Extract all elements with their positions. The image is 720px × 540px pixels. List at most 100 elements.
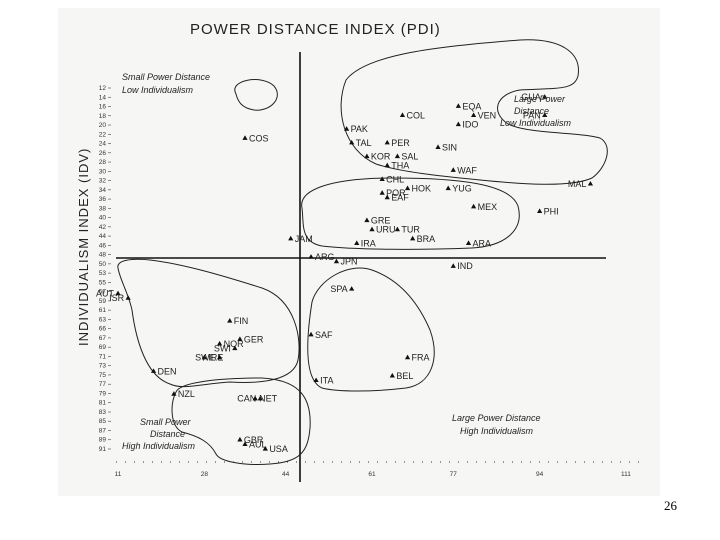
point-marker-per (384, 139, 390, 145)
point-label-chl: CHL (386, 174, 404, 184)
point-marker-eqa (455, 103, 461, 108)
point-label-por: POR (386, 188, 406, 198)
point-label-hok: HOK (412, 184, 432, 194)
y-tick-label: 16 (99, 104, 107, 111)
point-marker-gre (364, 217, 370, 223)
point-marker-por (379, 190, 385, 195)
y-tick-label: 87 (99, 427, 107, 434)
chart-scan-background (58, 8, 660, 496)
x-tick-label: 111 (621, 471, 631, 478)
y-tick-label: 55 (99, 279, 107, 286)
y-tick-label: 67 (99, 335, 107, 342)
point-label-col: COL (406, 110, 425, 120)
y-tick-label: 12 (99, 85, 107, 92)
point-label-ara: ARA (473, 238, 492, 248)
point-marker-tha (384, 162, 390, 168)
point-marker-can (257, 395, 263, 401)
quadrant-label-small-pd-low-idv-line-1: Small Power Distance (122, 72, 210, 82)
point-label-ger: GER (244, 334, 264, 344)
y-tick-label: 50 (99, 261, 107, 268)
point-marker-ven (471, 112, 477, 118)
point-marker-yug (445, 185, 451, 191)
y-tick-label: 53 (99, 270, 107, 277)
point-marker-jam (288, 235, 294, 241)
point-marker-bel (389, 372, 395, 378)
point-label-mal: MAL (568, 179, 587, 189)
point-label-pan: PAN (523, 110, 541, 120)
point-marker-eaf (384, 194, 390, 200)
y-tick-label: 22 (99, 131, 107, 138)
y-tick-label: 85 (99, 418, 107, 425)
point-marker-mal (587, 180, 594, 186)
cluster-outline-spa-ita (307, 267, 435, 392)
point-label-gre: GRE (371, 216, 391, 226)
point-label-pak: PAK (351, 124, 368, 134)
point-label-arg: ARG (315, 252, 335, 262)
y-tick-label: 36 (99, 196, 107, 203)
point-label-ido: IDO (462, 120, 478, 130)
point-label-aul: AUL (249, 439, 267, 449)
y-tick-label: 46 (99, 242, 107, 249)
y-tick-label: 91 (99, 446, 107, 453)
y-axis-ticks: 12 14 16 18 20 22 24 26 28 30 32 34 36 38 40 42 44 46 48 50… (99, 85, 111, 453)
point-label-phi: PHI (544, 206, 559, 216)
y-tick-label: 57 (99, 289, 107, 296)
quadrant-label-small-pd-high-idv-line-2: Distance (150, 429, 185, 439)
point-marker-ger (237, 336, 243, 341)
x-tick-label: 61 (368, 471, 376, 478)
x-tick-label: 11 (115, 471, 122, 478)
point-marker-sal (394, 153, 400, 159)
point-label-mex: MEX (478, 202, 498, 212)
point-label-swe: SWE (195, 353, 216, 363)
point-marker-gbr (237, 436, 243, 442)
y-tick-label: 42 (99, 224, 107, 231)
cluster-outline-small-pd-high-idv (117, 258, 300, 388)
point-marker-fra (404, 354, 411, 360)
x-axis-ticks: 11 28 44 61 77 94 111 (115, 471, 632, 478)
y-tick-label: 38 (99, 205, 107, 212)
point-label-aut: AUT (96, 289, 115, 299)
point-marker-ita (313, 377, 319, 383)
cluster-outline-large-pd-low-idv (340, 39, 608, 185)
point-marker-arg (308, 254, 314, 259)
y-tick-label: 59 (99, 298, 107, 305)
point-label-jam: JAM (295, 234, 313, 244)
x-tick-label: 28 (201, 471, 209, 478)
y-tick-label: 61 (99, 307, 107, 314)
quadrant-label-small-pd-high-idv-line-1: Small Power (140, 417, 192, 427)
point-marker-isr (125, 295, 131, 300)
point-marker-waf (450, 167, 456, 172)
x-tick-label: 44 (282, 471, 290, 478)
y-tick-label: 30 (99, 168, 107, 175)
point-marker-ido (455, 121, 461, 127)
point-label-bra: BRA (417, 234, 436, 244)
y-tick-label: 26 (99, 150, 107, 157)
point-label-usa: USA (269, 444, 288, 454)
point-marker-ind (450, 263, 456, 268)
y-tick-label: 32 (99, 178, 107, 185)
y-tick-label: 75 (99, 372, 107, 379)
point-marker-ire (201, 354, 207, 360)
y-tick-label: 40 (99, 215, 107, 222)
point-marker-tal (349, 139, 355, 145)
point-marker-swe (217, 354, 223, 360)
y-tick-label: 24 (99, 141, 107, 148)
y-tick-label: 18 (99, 113, 107, 120)
point-marker-nor (217, 340, 223, 346)
point-marker-swi (232, 345, 238, 351)
point-label-waf: WAF (457, 165, 477, 175)
point-label-saf: SAF (315, 330, 333, 340)
point-marker-chl (379, 176, 385, 181)
page-number: 26 (664, 498, 677, 513)
point-label-gua: GUA (521, 92, 541, 102)
cluster-outline-middle (301, 177, 520, 250)
point-label-jpn: JPN (340, 257, 357, 267)
point-marker-sin (435, 144, 441, 150)
point-marker-aut (115, 290, 121, 296)
point-marker-usa (262, 446, 268, 451)
point-label-den: DEN (158, 366, 177, 376)
point-label-eaf: EAF (391, 193, 409, 203)
point-marker-phi (537, 208, 543, 213)
